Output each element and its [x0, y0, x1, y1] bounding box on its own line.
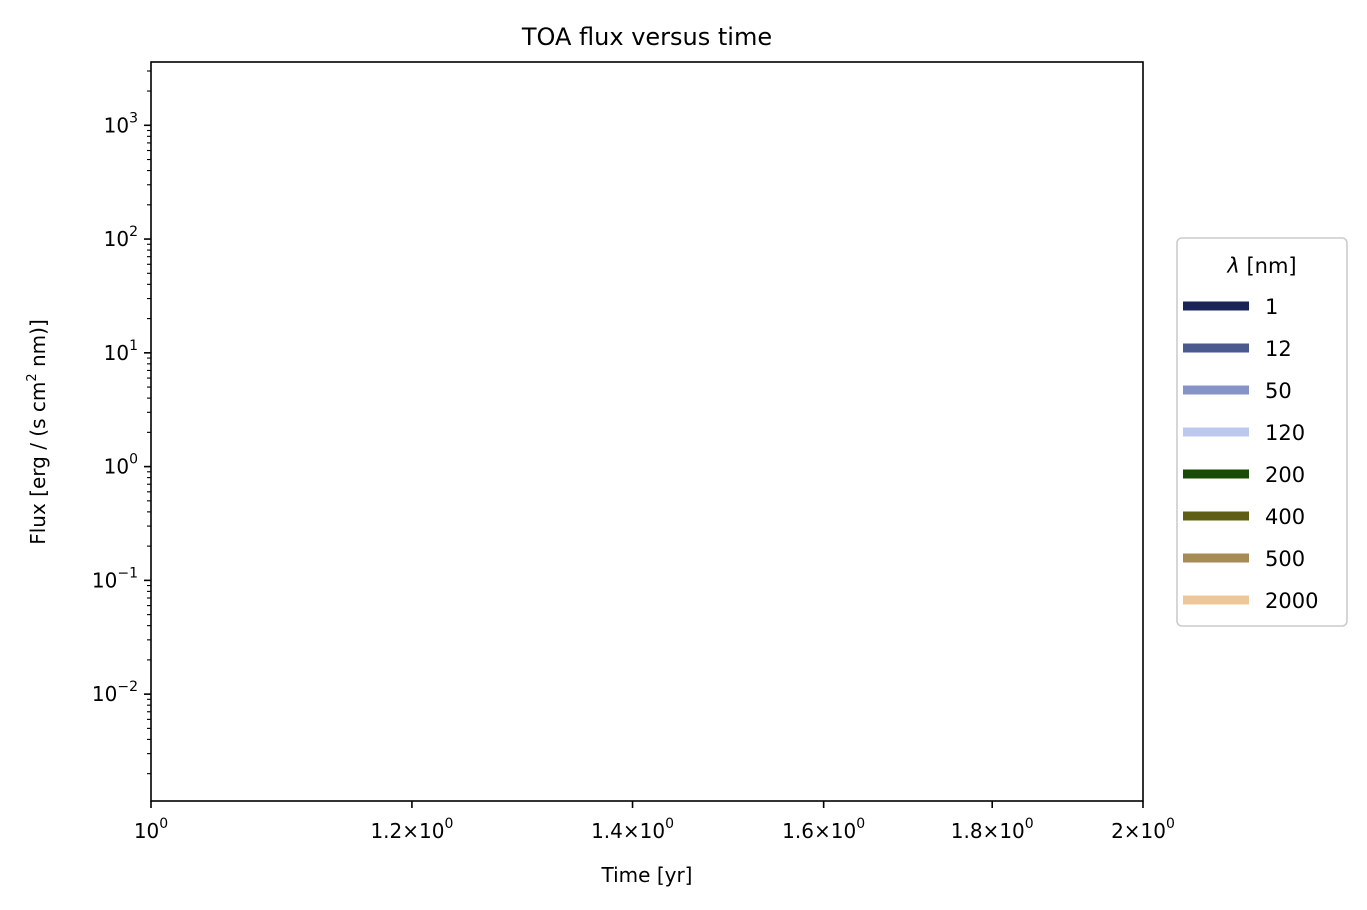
- y-tick-base: 10: [92, 682, 117, 706]
- x-tick-exponent: 0: [1166, 816, 1175, 832]
- y-tick-label: 100: [104, 452, 138, 479]
- x-tick-exponent: 0: [159, 816, 168, 832]
- y-axis-label-main: Flux [erg / (s cm: [26, 382, 50, 545]
- x-axis: 100 1.2×100 1.4×100 1.6×100 1.8×100 2×100: [134, 801, 1175, 843]
- x-tick-base: 10: [831, 819, 856, 843]
- legend-entries: 1 12 50 120 200 400 500 2000: [1183, 295, 1318, 613]
- legend-label: 200: [1265, 463, 1305, 487]
- y-tick-label: 103: [104, 110, 138, 137]
- y-axis-label: Flux [erg / (s cm2 nm)]: [25, 319, 50, 545]
- legend-label: 2000: [1265, 589, 1318, 613]
- x-tick-mantissa: 2×: [1111, 819, 1140, 843]
- y-tick-base: 10: [92, 568, 117, 592]
- y-tick-label: 10−1: [92, 565, 138, 592]
- legend-label: 12: [1265, 337, 1292, 361]
- y-axis-label-superscript: 2: [25, 373, 40, 381]
- y-tick-base: 10: [104, 113, 129, 137]
- x-tick-exponent: 0: [444, 816, 453, 832]
- x-tick-mantissa: 1.4×: [591, 819, 640, 843]
- y-tick-exponent: 0: [129, 452, 138, 468]
- x-tick-label: 1.4×100: [591, 816, 674, 843]
- y-tick-label: 101: [104, 338, 138, 365]
- legend-label: 50: [1265, 379, 1292, 403]
- x-tick-exponent: 0: [856, 816, 865, 832]
- y-tick-exponent: 2: [129, 224, 138, 240]
- x-tick-label: 1.6×100: [782, 816, 865, 843]
- x-tick-mantissa: 1.8×: [951, 819, 1000, 843]
- x-tick-label: 1.8×100: [951, 816, 1034, 843]
- y-axis-label-tail: nm)]: [26, 319, 50, 373]
- legend-title-symbol: λ: [1226, 254, 1239, 278]
- x-axis-label: Time [yr]: [601, 863, 693, 887]
- legend-title: λ [nm]: [1226, 254, 1296, 278]
- legend-label: 120: [1265, 421, 1305, 445]
- x-tick-mantissa: 1.6×: [782, 819, 831, 843]
- x-tick-label: 1.2×100: [370, 816, 453, 843]
- y-tick-base: 10: [104, 227, 129, 251]
- legend-label: 1: [1265, 295, 1278, 319]
- x-tick-base: 10: [134, 819, 159, 843]
- y-tick-exponent: 1: [129, 338, 138, 354]
- y-tick-exponent: 3: [129, 110, 138, 126]
- y-tick-label: 10−2: [92, 679, 138, 706]
- x-tick-label: 100: [134, 816, 168, 843]
- legend-title-unit: [nm]: [1240, 254, 1297, 278]
- chart-title: TOA flux versus time: [521, 23, 772, 51]
- legend: λ [nm] 1 12 50 120 200 400 500 2000: [1176, 237, 1348, 627]
- x-tick-mantissa: 1.2×: [370, 819, 419, 843]
- y-tick-exponent: −2: [117, 679, 138, 695]
- legend-label: 500: [1265, 547, 1305, 571]
- x-tick-exponent: 0: [1025, 816, 1034, 832]
- y-tick-base: 10: [104, 455, 129, 479]
- x-tick-exponent: 0: [665, 816, 674, 832]
- x-tick-base: 10: [1141, 819, 1166, 843]
- x-tick-label: 2×100: [1111, 816, 1175, 843]
- legend-label: 400: [1265, 505, 1305, 529]
- x-tick-base: 10: [419, 819, 444, 843]
- plot-area: [150, 61, 1144, 802]
- x-tick-base: 10: [640, 819, 665, 843]
- y-tick-exponent: −1: [117, 565, 138, 581]
- legend-box: [1176, 237, 1348, 627]
- y-tick-label: 102: [104, 224, 138, 251]
- y-tick-base: 10: [104, 341, 129, 365]
- x-tick-base: 10: [999, 819, 1024, 843]
